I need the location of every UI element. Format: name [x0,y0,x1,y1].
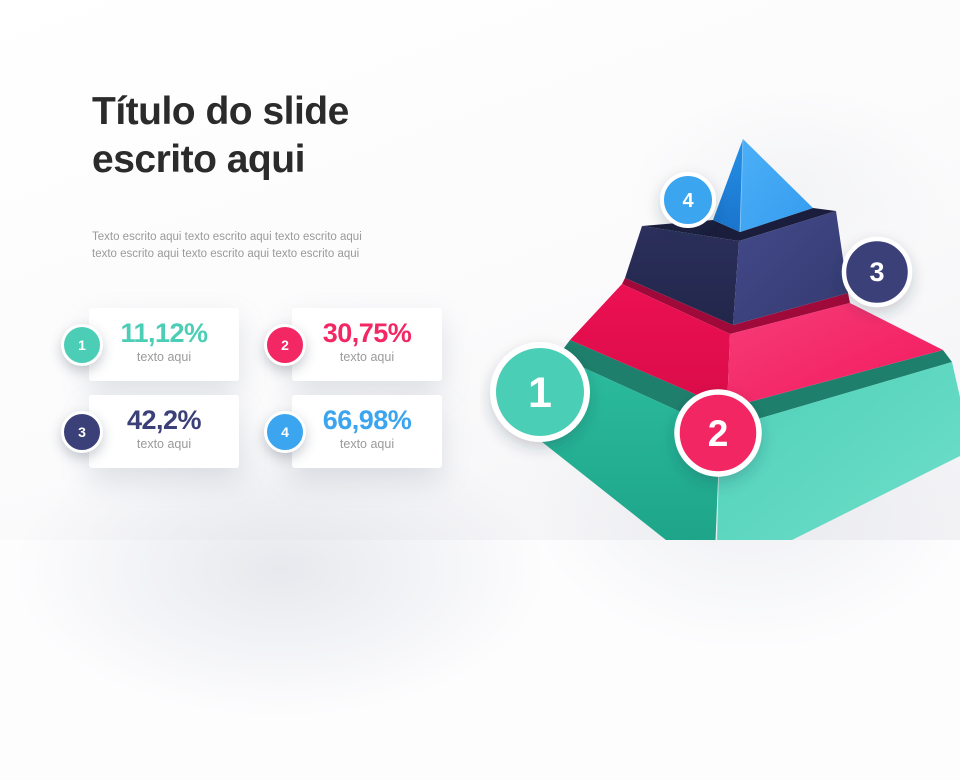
stat-badge-4: 4 [264,411,306,453]
pyramid-level-2-left-face [570,284,730,408]
pyramid-marker-2: 2 [674,389,762,477]
stat-badge-2: 2 [264,324,306,366]
svg-text:4: 4 [682,190,694,212]
svg-text:1: 1 [528,369,552,417]
title-line-1: Título do slide [92,90,349,133]
pyramid-level-3-right-face [733,211,848,325]
slide-title: Título do slide escrito aqui [92,88,349,184]
stat-value-3: 42,2% [126,405,202,435]
pyramid-level-2-top-rim [622,278,850,334]
stats-grid: 1 11,12% texto aqui 2 30,75% texto aqui … [61,308,442,468]
stat-value-2: 30,75% [322,318,412,348]
svg-text:2: 2 [708,413,729,454]
pyramid-level-3-top-rim [642,208,836,241]
body-line-1: Texto escrito aqui texto escrito aqui te… [92,231,362,243]
stat-card-2: 2 30,75% texto aqui [264,308,442,381]
pyramid-level-4-ridge [739,138,744,233]
stat-label-4: texto aqui [339,437,395,451]
stat-card-1: 1 11,12% texto aqui [61,308,239,381]
stat-badge-3: 3 [61,411,103,453]
pyramid-level-4-left-face [713,139,743,232]
pyramid-diagram: 4 3 1 2 [490,138,960,540]
stat-card-3: 3 42,2% texto aqui [61,395,239,468]
pyramid-marker-4: 4 [660,172,716,228]
pyramid-marker-1: 1 [490,342,590,442]
pyramid-level-2-right-face [727,303,943,408]
title-line-2: escrito aqui [92,138,305,181]
stat-card-4: 4 66,98% texto aqui [264,395,442,468]
stat-label-3: texto aqui [136,437,192,451]
stat-label-1: texto aqui [136,350,192,364]
stat-value-4: 66,98% [322,405,412,435]
pyramid-level-4-right-face [740,139,813,232]
svg-text:3: 3 [869,257,884,287]
pyramid-marker-3: 3 [841,236,913,308]
pyramid-level-3-left-face [625,226,739,325]
stat-value-1: 11,12% [120,318,208,348]
slide-body-text: Texto escrito aqui texto escrito aqui te… [92,229,412,263]
stat-badge-1: 1 [61,324,103,366]
body-line-2: texto escrito aqui texto escrito aqui te… [92,248,360,260]
stat-label-2: texto aqui [339,350,395,364]
pyramid-level-1-right-face [717,362,960,540]
